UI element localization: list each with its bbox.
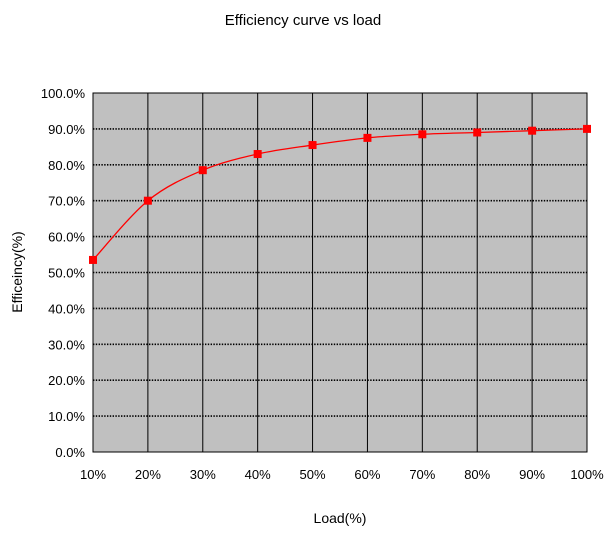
y-tick-label: 80.0% [48,158,85,173]
data-point-marker [89,255,97,264]
y-tick-label: 60.0% [48,230,85,245]
x-tick-label: 70% [409,467,435,482]
x-tick-label: 60% [354,467,380,482]
y-axis-label: Efficeincy(%) [9,231,25,312]
y-tick-label: 70.0% [48,194,85,209]
data-point-marker [363,133,372,142]
x-tick-label: 80% [464,467,490,482]
data-point-marker [253,150,262,159]
y-tick-label: 20.0% [48,373,85,388]
y-tick-label: 10.0% [48,409,85,424]
x-tick-label: 10% [80,467,106,482]
data-point-marker [473,128,482,137]
y-tick-label: 40.0% [48,301,85,316]
grid-lines [93,93,587,452]
tick-labels: 0.0% 10.0% 20.0% 30.0% 40.0% 50.0% 60.0% 70.0% 8… [41,86,604,482]
chart-title: Efficiency curve vs load [225,12,381,29]
y-tick-label: 100.0% [41,86,86,101]
data-point-marker [198,166,207,175]
y-tick-label: 50.0% [48,266,85,281]
y-tick-label: 90.0% [48,122,85,137]
series-line [92,128,588,261]
x-tick-label: 40% [245,467,271,482]
x-tick-label: 100% [570,467,604,482]
data-point-marker [583,124,591,133]
x-tick-label: 30% [190,467,216,482]
data-point-marker [308,141,317,150]
y-tick-label: 0.0% [55,445,85,460]
x-axis-label: Load(%) [314,510,367,526]
efficiency-series [89,124,591,264]
data-point-marker [528,126,537,135]
x-tick-label: 90% [519,467,545,482]
x-tick-label: 50% [300,467,326,482]
data-point-marker [143,196,152,205]
data-point-marker [418,130,427,139]
y-tick-label: 30.0% [48,337,85,352]
x-tick-label: 20% [135,467,161,482]
